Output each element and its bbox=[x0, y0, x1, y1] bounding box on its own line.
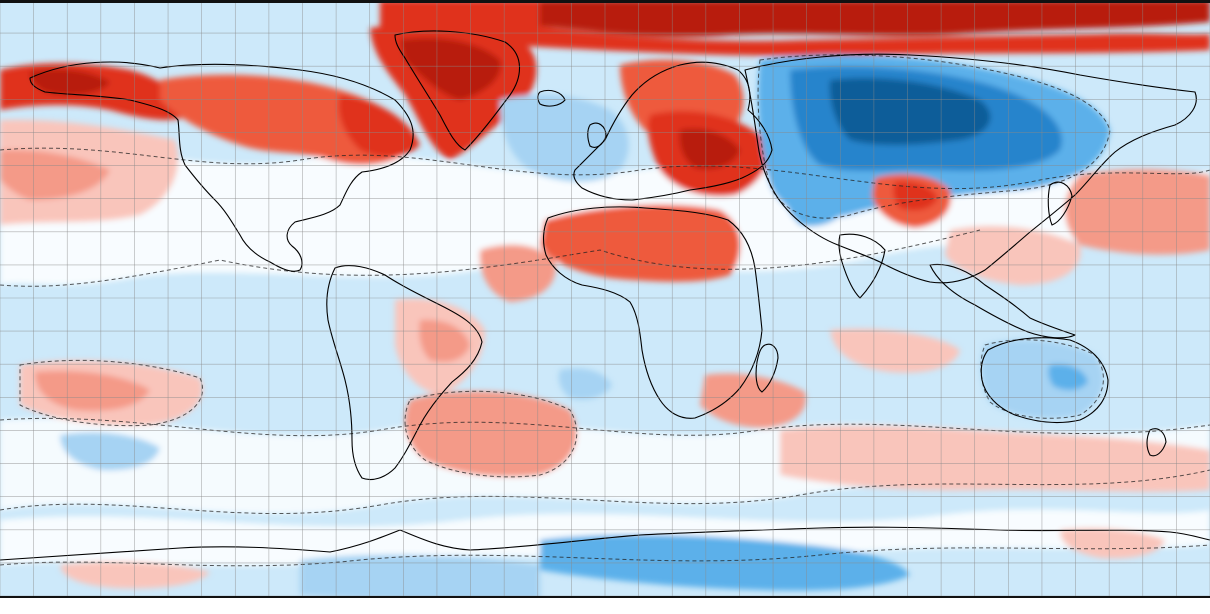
alaska-core bbox=[30, 69, 110, 95]
zero-contour bbox=[0, 469, 1210, 515]
south-indian-warm bbox=[700, 373, 806, 428]
north-atlantic-cool bbox=[500, 94, 629, 182]
sahara-warm bbox=[540, 204, 741, 282]
asia-coast bbox=[744, 53, 1197, 284]
central-asia-cool bbox=[779, 173, 850, 227]
greenland-core bbox=[400, 38, 501, 100]
hudson-warm bbox=[338, 95, 420, 157]
zero-contour bbox=[0, 544, 1210, 567]
zero-contour bbox=[0, 229, 981, 287]
africa-coast bbox=[543, 206, 763, 419]
pacific-cool-patch bbox=[60, 432, 160, 471]
siberia-cold-core bbox=[829, 78, 991, 145]
antarctica-cool-light bbox=[300, 554, 540, 603]
pacific-warm-w bbox=[35, 370, 150, 411]
antarctica-coast bbox=[0, 526, 1210, 561]
europe-coast bbox=[573, 61, 773, 201]
north-pacific-warm-mid-w bbox=[0, 149, 110, 200]
south-america-coast bbox=[326, 265, 483, 481]
coastlines bbox=[0, 30, 1210, 561]
indian-central-warm bbox=[830, 328, 960, 373]
greenland-coast bbox=[394, 30, 520, 151]
zero-contour bbox=[19, 359, 203, 427]
north-america-coast bbox=[29, 61, 414, 272]
eastern-europe-core bbox=[679, 128, 740, 170]
antarctica-warm-patch bbox=[1060, 528, 1165, 559]
australia-cool-core bbox=[1048, 364, 1088, 391]
australia-coast bbox=[980, 337, 1109, 424]
bottom-border bbox=[0, 596, 1210, 614]
top-border bbox=[0, 0, 1210, 3]
new-zealand-coast bbox=[1146, 428, 1167, 457]
arctic-warm-band-edge bbox=[380, 0, 1210, 56]
south-america-core bbox=[419, 319, 470, 362]
southern-light-warm-band bbox=[780, 425, 1210, 492]
antarctica-warm-patch-w bbox=[60, 561, 210, 589]
arctic-warm-band bbox=[540, 0, 1210, 37]
zero-contour bbox=[980, 339, 1104, 419]
east-asia-light-warm bbox=[945, 225, 1081, 285]
madagascar-coast bbox=[755, 343, 779, 393]
north-pacific-warm-e bbox=[1065, 169, 1210, 255]
uk-coast bbox=[587, 122, 607, 148]
atlantic-cool-patch bbox=[558, 368, 612, 400]
south-atlantic-warm bbox=[405, 391, 577, 477]
sahara-light bbox=[479, 244, 556, 302]
japan-coast bbox=[1047, 181, 1073, 226]
bottom-border-line bbox=[0, 596, 1210, 598]
zero-contour bbox=[0, 147, 1210, 190]
